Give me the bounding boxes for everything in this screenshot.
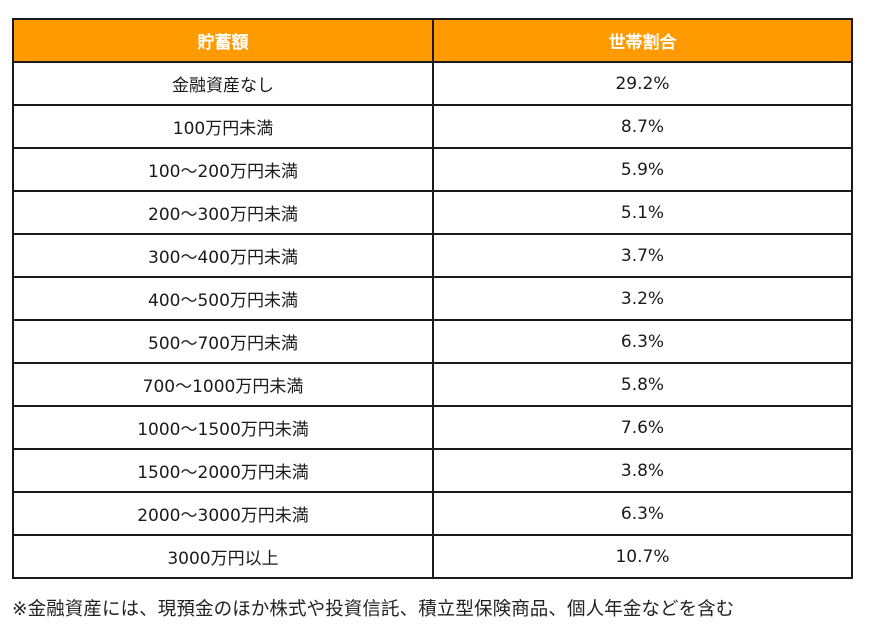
household-ratio-cell: 6.3% (432, 319, 853, 364)
table-row: 1000～1500万円未満 7.6% (12, 405, 853, 450)
header-row: 貯蓄額 世帯割合 (12, 18, 853, 63)
table-row: 3000万円以上 10.7% (12, 534, 853, 579)
savings-amount-cell: 400～500万円未満 (12, 276, 434, 321)
savings-amount-cell: 100～200万円未満 (12, 147, 434, 192)
table-row: 400～500万円未満 3.2% (12, 276, 853, 321)
savings-amount-cell: 1500～2000万円未満 (12, 448, 434, 493)
household-ratio-cell: 10.7% (432, 534, 853, 579)
household-ratio-cell: 3.7% (432, 233, 853, 278)
savings-amount-cell: 700～1000万円未満 (12, 362, 434, 407)
table-row: 100万円未満 8.7% (12, 104, 853, 149)
table-body: 金融資産なし 29.2% 100万円未満 8.7% 100～200万円未満 5.… (12, 61, 853, 579)
household-ratio-cell: 5.1% (432, 190, 853, 235)
household-ratio-cell: 8.7% (432, 104, 853, 149)
table-row: 300～400万円未満 3.7% (12, 233, 853, 278)
savings-amount-cell: 200～300万円未満 (12, 190, 434, 235)
savings-distribution-table: 貯蓄額 世帯割合 金融資産なし 29.2% 100万円未満 8.7% 100～2… (12, 18, 853, 579)
footnote: ※金融資産には、現預金のほか株式や投資信託、積立型保険商品、個人年金などを含む (12, 599, 735, 620)
table-row: 200～300万円未満 5.1% (12, 190, 853, 235)
household-ratio-cell: 6.3% (432, 491, 853, 536)
table-row: 500～700万円未満 6.3% (12, 319, 853, 364)
savings-amount-cell: 3000万円以上 (12, 534, 434, 579)
savings-amount-cell: 100万円未満 (12, 104, 434, 149)
savings-amount-cell: 1000～1500万円未満 (12, 405, 434, 450)
savings-distribution-table-container: 貯蓄額 世帯割合 金融資産なし 29.2% 100万円未満 8.7% 100～2… (12, 18, 853, 579)
table-row: 100～200万円未満 5.9% (12, 147, 853, 192)
table-header: 貯蓄額 世帯割合 (12, 18, 853, 63)
table-row: 1500～2000万円未満 3.8% (12, 448, 853, 493)
savings-amount-cell: 2000～3000万円未満 (12, 491, 434, 536)
table-row: 700～1000万円未満 5.8% (12, 362, 853, 407)
header-savings-amount: 貯蓄額 (12, 18, 434, 63)
household-ratio-cell: 3.8% (432, 448, 853, 493)
table-row: 金融資産なし 29.2% (12, 61, 853, 106)
savings-amount-cell: 300～400万円未満 (12, 233, 434, 278)
household-ratio-cell: 3.2% (432, 276, 853, 321)
household-ratio-cell: 29.2% (432, 61, 853, 106)
savings-amount-cell: 金融資産なし (12, 61, 434, 106)
table-row: 2000～3000万円未満 6.3% (12, 491, 853, 536)
header-household-ratio: 世帯割合 (432, 18, 853, 63)
household-ratio-cell: 5.8% (432, 362, 853, 407)
household-ratio-cell: 5.9% (432, 147, 853, 192)
savings-amount-cell: 500～700万円未満 (12, 319, 434, 364)
household-ratio-cell: 7.6% (432, 405, 853, 450)
